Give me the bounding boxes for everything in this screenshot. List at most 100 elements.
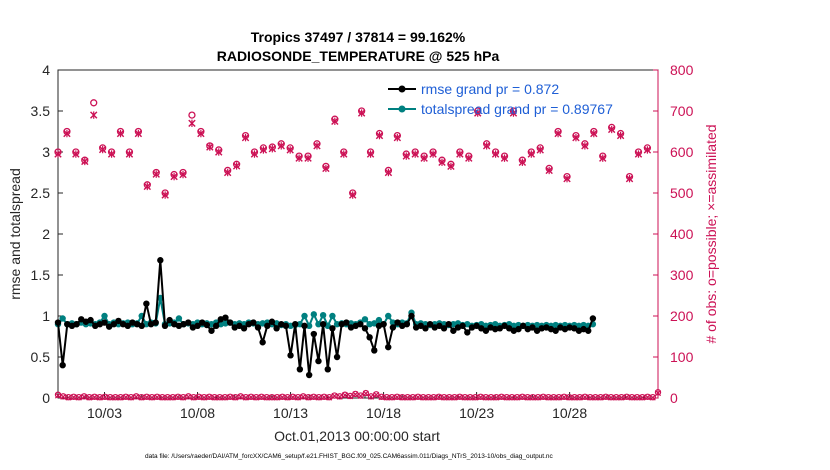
obs-assimilated-marker xyxy=(331,117,339,125)
legend-rmse-label: rmse grand pr = 0.872 xyxy=(421,81,559,97)
rmse-point xyxy=(515,325,522,333)
obs-bottom-assimilated-stroke xyxy=(159,394,166,401)
totalspread-point xyxy=(385,312,392,320)
totalspread-point xyxy=(329,312,336,320)
rmse-point xyxy=(259,339,266,346)
rmse-point xyxy=(203,321,211,329)
obs-bottom-assimilated-marker xyxy=(493,394,500,401)
obs-bottom-assimilated-stroke xyxy=(352,391,359,398)
obs-bottom-assimilated-marker xyxy=(441,394,448,401)
obs-bottom-assimilated-stroke xyxy=(519,394,526,401)
obs-bottom-possible-marker xyxy=(367,393,375,400)
obs-bottom-assimilated-stroke xyxy=(185,393,192,400)
rmse-point xyxy=(287,352,294,359)
rmse-point xyxy=(240,325,248,332)
obs-bottom-assimilated-marker xyxy=(399,394,406,401)
rmse-point xyxy=(552,327,559,334)
rmse-point xyxy=(380,321,387,328)
obs-bottom-assimilated-stroke xyxy=(524,394,531,401)
rmse-point xyxy=(394,319,401,326)
obs-bottom-assimilated-marker xyxy=(305,394,312,401)
obs-bottom-assimilated-marker xyxy=(576,394,583,401)
obs-bottom-assimilated-stroke xyxy=(336,393,343,400)
y-axis-right-label: # of obs: o=possible; ×=assimilated xyxy=(703,124,719,343)
obs-bottom-assimilated-stroke xyxy=(634,394,641,401)
obs-bottom-assimilated-marker xyxy=(101,394,108,401)
obs-bottom-assimilated-stroke xyxy=(451,394,458,401)
obs-bottom-assimilated-marker xyxy=(394,394,401,401)
obs-bottom-assimilated-marker xyxy=(310,394,317,401)
x-tick-label: 10/28 xyxy=(552,405,587,421)
obs-bottom-assimilated-stroke xyxy=(190,394,197,401)
obs-bottom-assimilated-stroke xyxy=(357,392,364,399)
obs-bottom-assimilated-marker xyxy=(326,394,333,401)
rmse-point xyxy=(361,325,369,332)
obs-bottom-assimilated-stroke xyxy=(368,393,375,400)
obs-bottom-assimilated-stroke xyxy=(383,394,390,401)
x-tick-label: 10/08 xyxy=(180,405,215,421)
rmse-point xyxy=(54,319,62,326)
obs-bottom-assimilated-marker xyxy=(467,394,474,401)
obs-bottom-assimilated-marker xyxy=(362,390,369,397)
obs-bottom-assimilated-marker xyxy=(258,394,265,401)
obs-assimilated-marker xyxy=(590,129,598,138)
y-left-tick-label: 3 xyxy=(42,144,50,160)
obs-bottom-assimilated-marker xyxy=(190,394,197,401)
rmse-point xyxy=(161,322,169,330)
obs-assimilated-marker xyxy=(322,164,330,173)
obs-bottom-assimilated-marker xyxy=(461,394,468,401)
obs-bottom-assimilated-marker xyxy=(618,394,625,401)
obs-bottom-assimilated-marker xyxy=(300,393,307,400)
obs-bottom-assimilated-marker xyxy=(201,394,208,401)
obs-bottom-assimilated-stroke xyxy=(425,394,432,401)
obs-count-series xyxy=(54,99,662,401)
obs-bottom-assimilated-stroke xyxy=(576,394,583,401)
obs-bottom-assimilated-stroke xyxy=(242,394,249,401)
obs-bottom-assimilated-stroke xyxy=(315,394,322,401)
rmse-point xyxy=(445,321,452,328)
y-axis-left-label: rmse and totalspread xyxy=(7,168,23,300)
obs-assimilated-marker xyxy=(536,146,544,154)
rmse-point xyxy=(305,371,313,379)
obs-bottom-assimilated-marker xyxy=(206,394,213,401)
obs-bottom-assimilated-stroke xyxy=(216,394,223,401)
obs-assimilated-marker xyxy=(250,150,259,158)
obs-bottom-assimilated-marker xyxy=(341,392,348,399)
obs-bottom-assimilated-marker xyxy=(602,394,609,401)
obs-assimilated-marker xyxy=(482,142,491,150)
obs-bottom-assimilated-marker xyxy=(81,393,88,400)
obs-assimilated-marker xyxy=(438,158,446,166)
obs-bottom-assimilated-stroke xyxy=(420,394,427,401)
rmse-point xyxy=(385,343,392,351)
obs-bottom-assimilated-stroke xyxy=(545,394,552,401)
obs-bottom-assimilated-marker xyxy=(368,393,375,400)
legend: rmse grand pr = 0.872 totalspread grand … xyxy=(388,81,613,117)
rmse-spread-series xyxy=(54,257,597,379)
obs-assimilated-marker xyxy=(125,150,134,158)
obs-assimilated-marker xyxy=(420,154,428,162)
obs-bottom-assimilated-marker xyxy=(634,394,641,401)
obs-bottom-assimilated-marker xyxy=(608,394,615,401)
obs-bottom-assimilated-marker xyxy=(545,394,552,401)
totalspread-point xyxy=(310,311,318,318)
obs-assimilated-marker xyxy=(402,152,410,160)
obs-bottom-assimilated-stroke xyxy=(81,393,88,400)
obs-bottom-assimilated-stroke xyxy=(180,394,187,401)
chart-title-line1: Tropics 37497 / 37814 = 99.162% xyxy=(251,29,466,45)
rmse-point xyxy=(268,318,276,325)
obs-bottom-assimilated-stroke xyxy=(498,394,505,401)
obs-bottom-assimilated-stroke xyxy=(639,394,646,401)
obs-bottom-assimilated-stroke xyxy=(561,394,568,401)
obs-bottom-assimilated-stroke xyxy=(409,394,416,401)
obs-bottom-assimilated-marker xyxy=(555,394,562,401)
obs-bottom-assimilated-stroke xyxy=(70,394,77,401)
obs-bottom-assimilated-stroke xyxy=(608,394,615,401)
obs-bottom-assimilated-marker xyxy=(133,393,140,400)
obs-bottom-assimilated-stroke xyxy=(571,394,578,401)
rmse-point xyxy=(422,325,429,332)
obs-bottom-assimilated-stroke xyxy=(592,394,599,401)
obs-bottom-assimilated-marker xyxy=(456,394,463,401)
rmse-point xyxy=(464,329,471,336)
